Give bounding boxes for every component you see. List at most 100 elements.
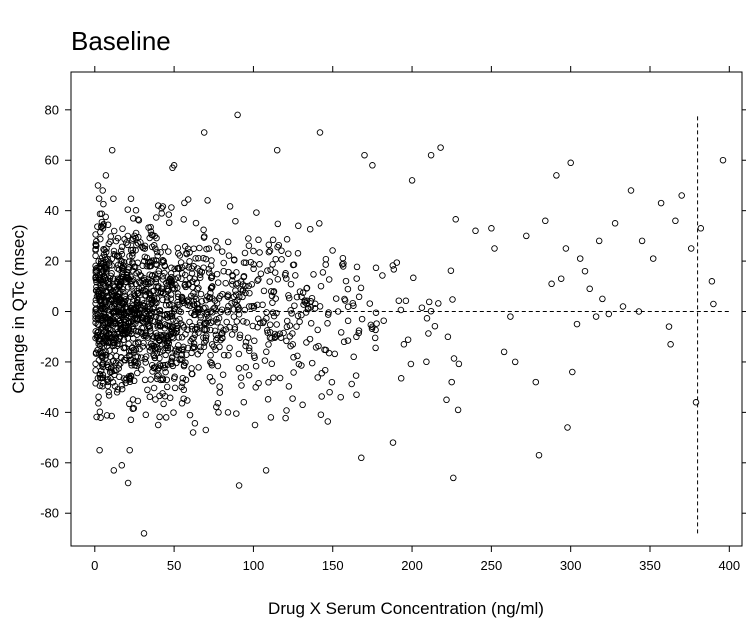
data-point xyxy=(283,407,290,414)
data-point xyxy=(319,269,327,276)
data-point xyxy=(152,275,160,283)
data-point xyxy=(371,334,379,342)
data-point xyxy=(260,287,268,295)
data-point xyxy=(128,344,136,352)
data-point xyxy=(214,244,221,251)
data-point xyxy=(619,303,627,310)
data-point xyxy=(130,290,138,297)
data-point xyxy=(200,129,208,136)
data-point xyxy=(129,317,136,325)
data-point xyxy=(250,265,257,273)
data-point xyxy=(259,319,267,327)
data-point xyxy=(339,263,347,270)
data-point xyxy=(96,446,103,454)
data-point xyxy=(129,246,137,254)
data-point xyxy=(155,202,162,209)
data-point xyxy=(184,326,191,334)
data-point xyxy=(197,347,204,355)
data-point xyxy=(125,258,133,265)
data-point xyxy=(263,309,270,316)
data-point xyxy=(158,288,165,295)
data-point xyxy=(238,382,245,389)
data-point xyxy=(105,298,113,305)
data-point xyxy=(96,382,104,389)
data-point xyxy=(226,344,233,352)
data-point xyxy=(161,243,168,251)
data-point xyxy=(134,259,141,267)
y-tick-label: -60 xyxy=(40,455,59,470)
data-point xyxy=(127,416,135,424)
data-point xyxy=(184,397,191,404)
data-point xyxy=(162,414,170,421)
data-point xyxy=(269,236,277,244)
data-point xyxy=(355,329,362,337)
data-point xyxy=(130,263,138,271)
data-point xyxy=(340,338,348,346)
data-points xyxy=(92,111,727,537)
data-point xyxy=(275,241,283,249)
data-point xyxy=(211,327,219,335)
data-point xyxy=(285,250,292,257)
data-point xyxy=(195,364,202,371)
data-point xyxy=(349,299,357,307)
data-point xyxy=(449,296,456,303)
data-point xyxy=(186,249,193,256)
data-point xyxy=(352,372,360,379)
data-point xyxy=(106,301,114,308)
data-point xyxy=(423,358,430,366)
data-point xyxy=(605,310,613,318)
data-point xyxy=(189,429,197,436)
data-point xyxy=(177,320,185,327)
data-point xyxy=(232,287,239,294)
data-point xyxy=(290,261,298,268)
data-point xyxy=(265,341,272,348)
data-point xyxy=(344,285,352,293)
data-point xyxy=(109,342,117,350)
data-point xyxy=(231,324,239,331)
data-point xyxy=(219,371,227,378)
data-point xyxy=(141,253,149,261)
data-point xyxy=(114,315,122,322)
data-point xyxy=(266,247,274,255)
data-point xyxy=(511,358,519,366)
data-point xyxy=(234,111,241,119)
data-point xyxy=(576,255,584,262)
data-point xyxy=(156,413,163,421)
data-point xyxy=(207,284,215,292)
data-point xyxy=(131,310,138,317)
data-point xyxy=(293,323,300,330)
data-point xyxy=(176,315,183,323)
data-point xyxy=(119,268,127,276)
data-point xyxy=(117,247,125,255)
data-point xyxy=(254,301,261,309)
data-point xyxy=(102,306,109,313)
data-point xyxy=(161,321,169,328)
data-point xyxy=(215,315,223,322)
data-point xyxy=(92,349,100,356)
data-point xyxy=(124,328,131,336)
data-point xyxy=(132,229,140,237)
data-point xyxy=(118,243,126,251)
data-point xyxy=(163,383,171,391)
data-point xyxy=(232,217,239,225)
data-point xyxy=(153,248,161,256)
data-point xyxy=(92,367,99,374)
data-point xyxy=(126,400,133,408)
data-point xyxy=(318,393,325,400)
data-point xyxy=(159,257,167,264)
data-point xyxy=(372,326,379,334)
data-point xyxy=(191,293,198,301)
data-point xyxy=(150,242,158,249)
data-point xyxy=(167,345,174,352)
data-point xyxy=(174,244,182,252)
data-point xyxy=(225,302,232,310)
data-point xyxy=(296,288,304,295)
data-point xyxy=(214,399,222,407)
plot-frame xyxy=(70,71,743,547)
data-point xyxy=(264,329,271,336)
data-point xyxy=(407,360,415,368)
data-point xyxy=(557,275,565,282)
data-point xyxy=(98,332,105,340)
data-point xyxy=(132,340,139,348)
data-point xyxy=(210,343,217,350)
